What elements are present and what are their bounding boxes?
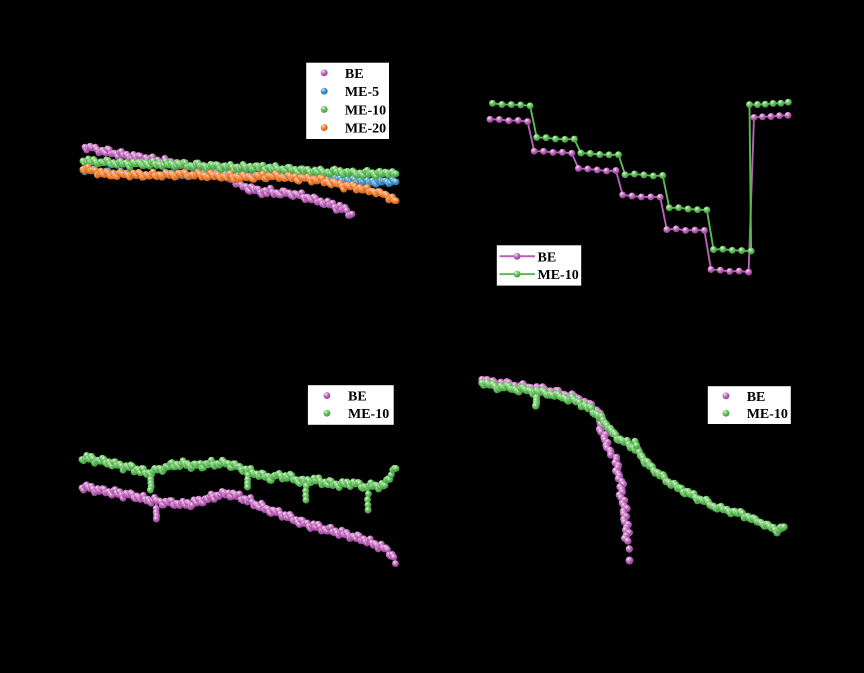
svg-text:ME-5: ME-5: [345, 85, 379, 100]
svg-text:ME-20: ME-20: [345, 122, 386, 137]
svg-text:BE: BE: [538, 250, 557, 265]
svg-text:ME-10: ME-10: [348, 407, 389, 422]
svg-text:BE: BE: [747, 390, 766, 405]
svg-text:ME-10: ME-10: [345, 103, 386, 118]
svg-text:ME-10: ME-10: [747, 407, 788, 422]
svg-text:BE: BE: [345, 67, 364, 82]
svg-text:ME-10: ME-10: [538, 268, 579, 283]
svg-text:BE: BE: [348, 390, 367, 405]
